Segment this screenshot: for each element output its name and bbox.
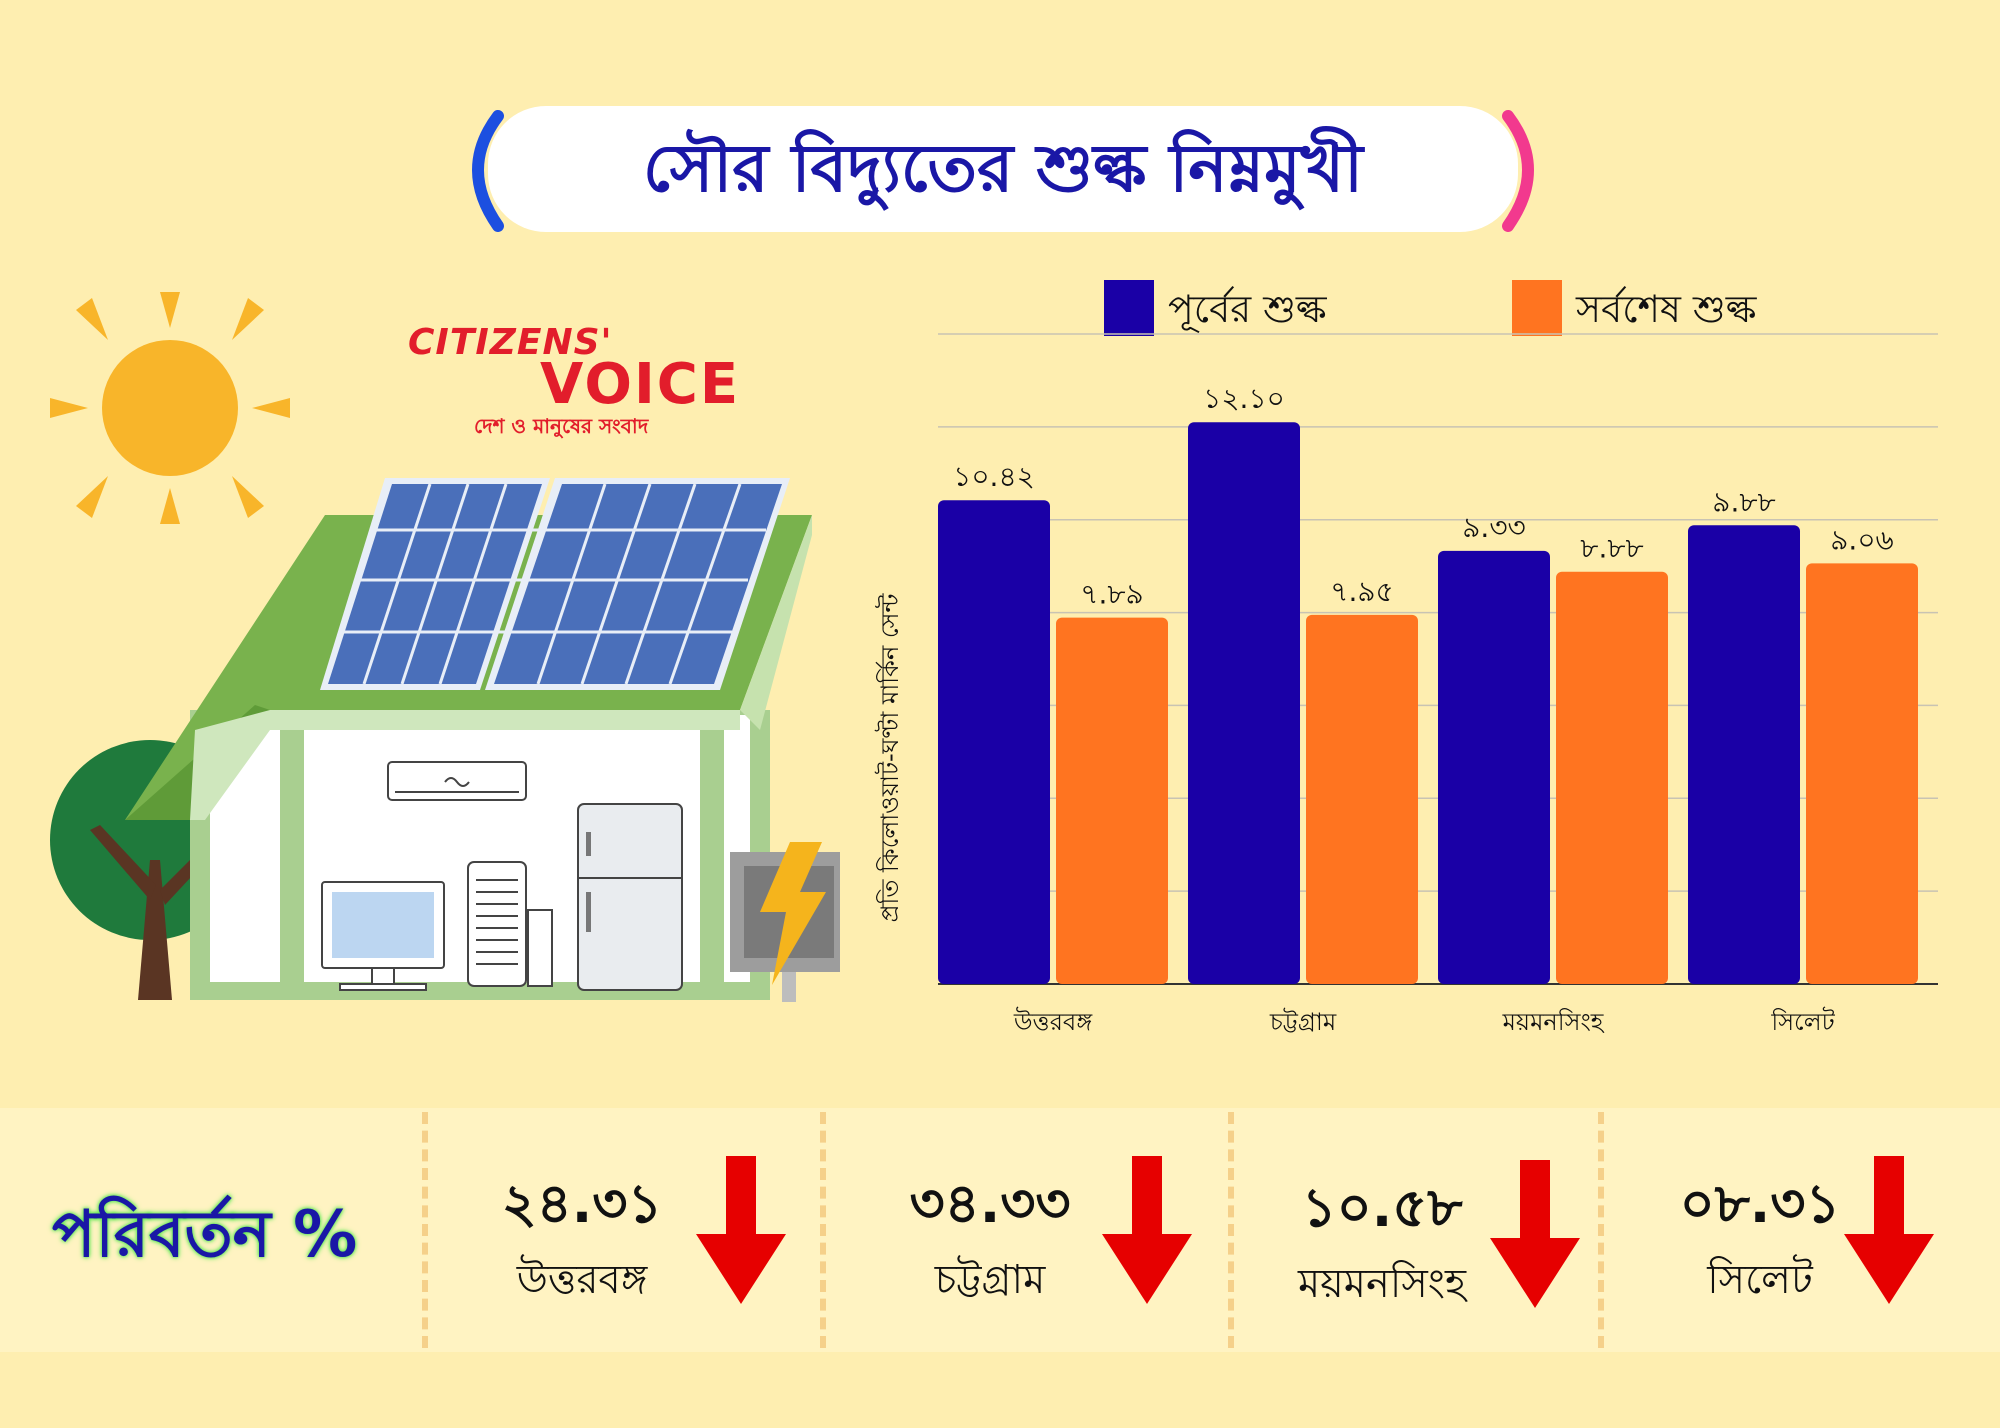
change-percent-title: পরিবর্তন % — [52, 1198, 358, 1272]
down-arrow-icon — [1844, 1156, 1934, 1304]
bar-latest-3 — [1806, 563, 1918, 984]
bar-latest-2 — [1556, 571, 1668, 984]
legend-label-latest: সর্বশেষ শুল্ক — [1576, 287, 1757, 331]
change-region-uttarbanga: উত্তরবঙ্গ — [516, 1257, 648, 1303]
brand-logo-main: VOICE — [540, 352, 741, 417]
change-band — [0, 1108, 2000, 1352]
refrigerator-icon — [577, 803, 683, 991]
bar-previous-1 — [1188, 422, 1300, 984]
x-tick-label: সিলেট — [1770, 1007, 1835, 1036]
bar-previous-2 — [1438, 550, 1550, 984]
legend-label-previous: পূর্বের শুল্ক — [1168, 287, 1327, 331]
bar-latest-0 — [1056, 617, 1168, 984]
change-value-sylhet: ০৮.৩১ — [1679, 1172, 1841, 1235]
data-label: ১০.৪২ — [953, 460, 1035, 493]
sun-icon — [50, 292, 290, 524]
data-label: ৭.৮৯ — [1080, 578, 1143, 611]
data-label: ৯.৮৮ — [1712, 485, 1775, 518]
tariff-bar-chart: ১০.৪২ ৭.৮৯ উত্তরবঙ্গ ১২.১০ ৭.৯৫ চট্টগ্রাম ৯.৩৩… — [875, 333, 1938, 1036]
change-region-mymensingh: ময়মনসিংহ — [1298, 1261, 1466, 1307]
legend-swatch-latest — [1512, 280, 1562, 336]
heater-icon — [467, 861, 553, 987]
x-tick-label: উত্তরবঙ্গ — [1013, 1007, 1093, 1036]
divider — [422, 1112, 428, 1348]
brand-logo-top: CITIZENS' — [408, 322, 613, 363]
data-label: ১২.১০ — [1203, 382, 1285, 415]
down-arrow-icon — [1490, 1160, 1580, 1308]
data-label: ৭.৯৫ — [1330, 575, 1393, 608]
computer-icon — [321, 881, 445, 991]
legend-swatch-previous — [1104, 280, 1154, 336]
bar-latest-1 — [1306, 614, 1418, 984]
change-value-mymensingh: ১০.৫৮ — [1301, 1176, 1463, 1239]
down-arrow-icon — [1102, 1156, 1192, 1304]
brand-tagline: দেশ ও মানুষের সংবাদ — [474, 414, 649, 438]
chart-bars — [938, 422, 1918, 984]
solar-house-illustration — [50, 292, 840, 1002]
air-conditioner-icon — [387, 761, 527, 801]
y-axis-label: প্রতি কিলোওয়াট-ঘণ্টা মার্কিন সেন্ট — [875, 593, 904, 923]
page-title: সৌর বিদ্যুতের শুল্ক নিম্নমুখী — [643, 130, 1363, 207]
bar-previous-3 — [1688, 525, 1800, 984]
bar-previous-0 — [938, 500, 1050, 984]
divider — [1598, 1112, 1604, 1348]
change-region-sylhet: সিলেট — [1707, 1257, 1813, 1303]
title-banner — [472, 106, 1534, 232]
change-value-uttarbanga: ২৪.৩১ — [501, 1172, 663, 1235]
x-tick-label: ময়মনসিংহ — [1502, 1008, 1605, 1036]
lightning-icon — [730, 842, 840, 1002]
x-tick-label: চট্টগ্রাম — [1269, 1007, 1337, 1036]
divider — [1228, 1112, 1234, 1348]
change-value-chattogram: ৩৪.৩৩ — [909, 1172, 1071, 1235]
data-label: ৯.০৬ — [1830, 523, 1893, 556]
down-arrow-icon — [696, 1156, 786, 1304]
chart-labels: ১০.৪২ ৭.৮৯ উত্তরবঙ্গ ১২.১০ ৭.৯৫ চট্টগ্রাম ৯.৩৩… — [953, 382, 1894, 1036]
change-region-chattogram: চট্টগ্রাম — [934, 1257, 1046, 1303]
divider — [820, 1112, 826, 1348]
data-label: ৯.৩৩ — [1462, 511, 1525, 544]
data-label: ৮.৮৮ — [1580, 532, 1643, 565]
